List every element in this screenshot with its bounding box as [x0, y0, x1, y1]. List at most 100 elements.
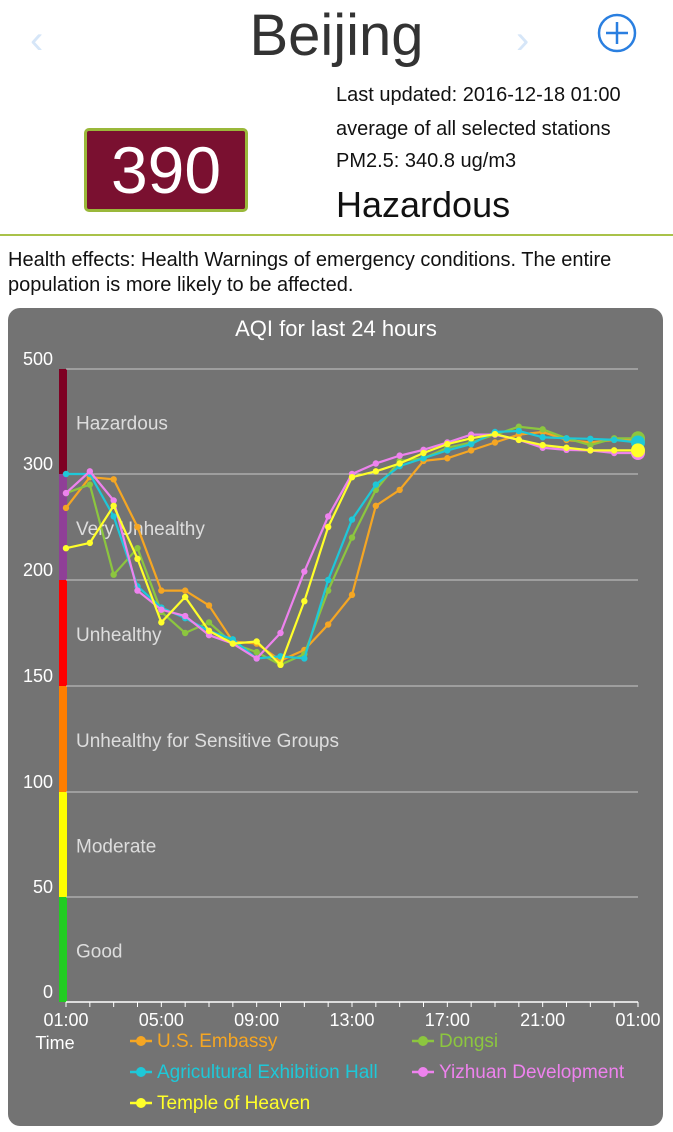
- data-point: [86, 468, 94, 475]
- legend-label: Agricultural Exhibition Hall: [157, 1062, 378, 1083]
- chart-title: AQI for last 24 hours: [235, 316, 437, 341]
- data-point: [158, 606, 165, 613]
- data-point: [396, 486, 403, 494]
- data-point: [587, 435, 594, 443]
- y-tick-label: 0: [43, 982, 53, 1002]
- data-point: [587, 447, 594, 454]
- data-point: [372, 460, 380, 467]
- band-labels: Good Moderate Unhealthy for Sensitive Grou…: [76, 414, 339, 963]
- last-updated-text: Last updated: 2016-12-18 01:00: [336, 84, 621, 106]
- aqi-value: 390: [110, 133, 222, 207]
- data-point: [563, 435, 570, 442]
- data-point: [396, 460, 403, 467]
- data-point: [110, 571, 117, 578]
- band-unhealthy: [59, 580, 67, 686]
- data-point: [158, 587, 165, 594]
- band-label: Hazardous: [76, 414, 168, 435]
- y-tick-label: 100: [23, 772, 53, 792]
- data-point: [134, 555, 141, 562]
- data-point: [301, 655, 308, 662]
- data-point: [515, 436, 523, 444]
- data-point: [110, 497, 117, 504]
- data-point: [134, 523, 141, 531]
- band-unhealthy-for-sensitive-groups: [59, 686, 67, 792]
- data-point: [86, 481, 94, 488]
- legend-swatch-dot: [136, 1098, 146, 1108]
- band-label: Unhealthy for Sensitive Groups: [76, 731, 339, 752]
- data-point: [539, 441, 546, 449]
- chart-legend: U.S. Embassy Dongsi Agricultural Exhibitio…: [130, 1031, 625, 1114]
- series-lines: [62, 423, 645, 668]
- x-tick-label: 01:00: [615, 1010, 660, 1030]
- health-effects-text: Health effects: Health Warnings of emerg…: [8, 249, 612, 296]
- data-point: [444, 440, 451, 448]
- data-point: [110, 502, 117, 509]
- data-point: [610, 447, 618, 454]
- data-point: [229, 640, 237, 647]
- data-point: [62, 470, 70, 478]
- y-axis-labels: 0 50 100 150 200 300 500: [23, 349, 53, 1002]
- y-tick-label: 150: [23, 666, 53, 686]
- aqi-level-text: Hazardous: [336, 184, 511, 225]
- data-point: [348, 534, 356, 541]
- legend-label: Yizhuan Development: [439, 1062, 625, 1083]
- pm25-text: PM2.5: 340.8 ug/m3: [336, 150, 517, 172]
- data-point: [253, 648, 260, 656]
- data-point: [372, 468, 380, 475]
- x-axis: 01:00 05:00 09:00 13:00 17:00 21:00 01:00: [43, 1001, 661, 1030]
- data-point: [491, 439, 499, 446]
- legend-label: Temple of Heaven: [157, 1093, 310, 1114]
- data-point: [348, 473, 356, 481]
- data-point: [348, 591, 356, 599]
- band-good: [59, 897, 67, 1002]
- legend-swatch-dot: [136, 1036, 146, 1046]
- data-point: [420, 449, 427, 457]
- data-point: [253, 638, 260, 645]
- add-city-button[interactable]: [596, 12, 638, 54]
- data-point: [205, 602, 213, 609]
- data-point: [539, 434, 546, 441]
- x-tick-label: 13:00: [329, 1010, 374, 1030]
- data-point: [467, 440, 475, 448]
- data-point: [396, 452, 403, 459]
- data-point: [110, 513, 117, 520]
- data-point: [444, 455, 451, 462]
- data-point: [134, 587, 141, 594]
- data-point: [467, 447, 475, 454]
- data-point: [467, 435, 475, 442]
- previous-city-button[interactable]: ‹: [30, 18, 44, 62]
- data-point: [86, 539, 94, 547]
- data-point: [515, 427, 523, 435]
- data-point: [587, 441, 594, 449]
- aqi-band-scale: [59, 369, 67, 1002]
- plus-circle-icon: [597, 13, 637, 53]
- city-title: Beijing: [249, 3, 424, 68]
- data-point: [181, 587, 189, 594]
- x-axis-label: Time: [35, 1033, 74, 1053]
- aqi-line-chart: AQI for last 24 hours 0 50 100 150 200 300 500…: [23, 316, 661, 1114]
- data-point: [324, 513, 332, 520]
- data-point: [62, 504, 70, 512]
- y-tick-label: 300: [23, 454, 53, 474]
- data-point: [181, 593, 189, 601]
- next-city-button[interactable]: ›: [516, 18, 530, 62]
- legend-label: Dongsi: [439, 1031, 498, 1052]
- average-note-text: average of all selected stations: [336, 118, 611, 140]
- y-tick-label: 200: [23, 560, 53, 580]
- data-point: [205, 627, 213, 635]
- band-label: Good: [76, 942, 122, 963]
- data-point: [205, 619, 213, 626]
- band-label: Moderate: [76, 837, 156, 858]
- data-point: [277, 629, 284, 637]
- data-point: [301, 568, 308, 575]
- y-tick-label: 500: [23, 349, 53, 369]
- data-point: [444, 447, 451, 454]
- data-point: [372, 481, 380, 488]
- data-point: [110, 476, 117, 483]
- legend-swatch-dot: [418, 1036, 428, 1046]
- data-point: [563, 444, 570, 451]
- legend-swatch-dot: [418, 1067, 428, 1077]
- data-point: [420, 455, 427, 462]
- x-tick-label: 01:00: [43, 1010, 88, 1030]
- x-tick-label: 21:00: [520, 1010, 565, 1030]
